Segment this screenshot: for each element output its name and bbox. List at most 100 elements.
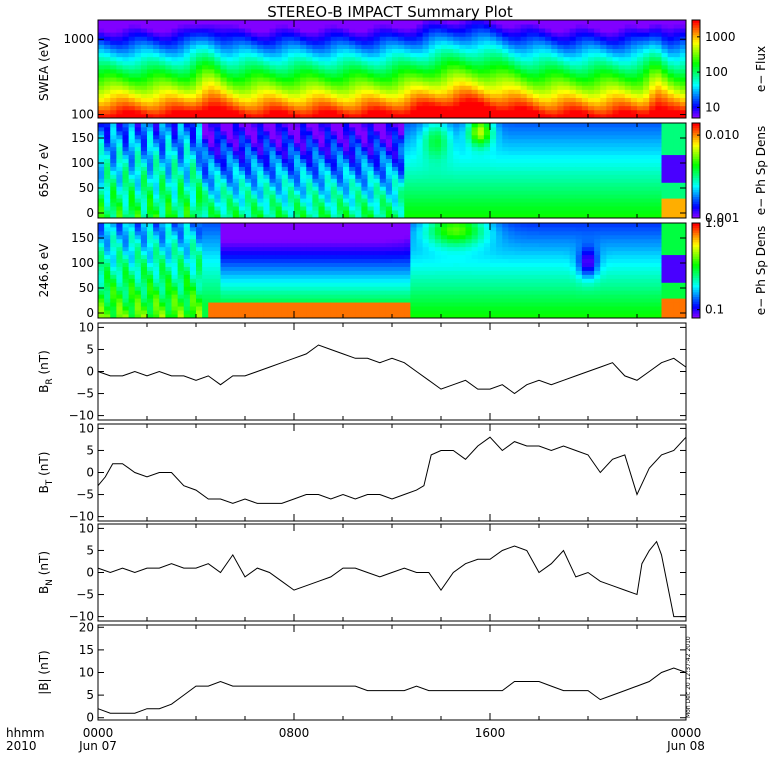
heat-cell — [245, 214, 252, 219]
heat-cell — [483, 182, 491, 187]
heat-cell — [416, 32, 424, 37]
heat-cell — [220, 126, 228, 132]
heat-cell — [232, 60, 240, 66]
heat-cell — [245, 154, 252, 160]
heat-cell — [171, 85, 179, 90]
heat-cell — [655, 89, 662, 94]
heat-cell — [349, 166, 356, 171]
heat-cell — [226, 24, 234, 29]
heat-cell — [171, 210, 179, 215]
heat-cell — [575, 81, 583, 86]
heat-cell — [581, 146, 589, 152]
heat-cell — [104, 254, 111, 260]
heat-cell — [238, 48, 246, 54]
heat-cell — [134, 48, 142, 54]
heat-cell — [214, 113, 221, 119]
heat-cell — [545, 190, 552, 195]
heat-cell — [232, 178, 240, 183]
colorbar-step — [692, 156, 700, 160]
heat-cell — [220, 154, 228, 160]
heat-cell — [275, 182, 283, 187]
heat-cell — [140, 258, 148, 263]
heat-cell — [281, 142, 289, 148]
heat-cell — [98, 258, 105, 263]
heat-cell — [410, 162, 417, 167]
heat-cell — [318, 24, 326, 29]
heat-cell — [422, 113, 430, 119]
heat-cell — [379, 69, 387, 74]
heat-cell — [134, 158, 142, 163]
colorbar-step — [692, 73, 700, 77]
heat-cell — [447, 134, 454, 140]
heat-cell — [483, 198, 491, 203]
heat-cell — [441, 150, 448, 156]
heat-cell — [465, 36, 473, 41]
heat-cell — [539, 81, 546, 86]
heat-cell — [422, 32, 430, 37]
heat-cell — [343, 142, 350, 148]
heat-cell — [134, 282, 142, 287]
heat-cell — [563, 113, 571, 119]
heat-cell — [496, 126, 503, 132]
heat-cell — [416, 123, 424, 128]
heat-cell — [98, 250, 105, 256]
heat-cell — [588, 101, 595, 107]
heat-cell — [447, 166, 454, 171]
heat-cell — [490, 170, 497, 175]
heat-cell — [177, 73, 185, 78]
heat-cell — [98, 40, 105, 45]
heat-cell — [306, 214, 313, 219]
heat-cell — [453, 77, 460, 82]
heat-cell — [410, 77, 417, 82]
heat-cell — [159, 24, 166, 29]
heat-cell — [496, 138, 503, 144]
heat-cell — [441, 73, 448, 78]
heat-cell — [134, 154, 142, 160]
heat-cell — [643, 69, 650, 74]
heat-cell — [232, 105, 240, 111]
heat-cell — [373, 40, 381, 45]
heat-cell — [202, 142, 209, 148]
heat-cell — [569, 77, 577, 82]
heat-cell — [196, 64, 203, 70]
heat-cell — [514, 162, 522, 167]
heat-cell — [416, 138, 424, 144]
heat-cell — [526, 146, 534, 152]
heat-cell — [104, 294, 111, 299]
heat-cell — [385, 81, 393, 86]
heat-cell — [147, 40, 154, 45]
heat-cell — [404, 20, 411, 25]
heat-cell — [226, 32, 234, 37]
heat-cell — [679, 101, 687, 107]
heat-cell — [630, 56, 638, 62]
heat-cell — [110, 126, 117, 132]
heat-cell — [661, 32, 669, 37]
heat-cell — [343, 60, 350, 66]
heat-cell — [661, 60, 669, 66]
heat-cell — [637, 146, 644, 152]
heat-cell — [373, 105, 381, 111]
heat-cell — [508, 77, 515, 82]
heat-cell — [177, 77, 185, 82]
heat-cell — [545, 69, 552, 74]
heat-cell — [343, 166, 350, 171]
heat-cell — [312, 162, 319, 167]
heat-cell — [183, 97, 191, 103]
heat-cell — [98, 170, 105, 175]
heat-cell — [563, 194, 571, 199]
heat-cell — [532, 113, 540, 119]
heat-cell — [661, 52, 669, 58]
heat-cell — [257, 134, 264, 140]
heat-cell — [349, 69, 356, 74]
heat-cell — [428, 206, 436, 211]
heat-cell — [165, 158, 172, 163]
heat-cell — [569, 186, 577, 191]
heat-cell — [434, 178, 442, 183]
heat-cell — [355, 198, 362, 203]
heat-cell — [404, 32, 411, 37]
heat-cell — [637, 36, 644, 41]
heat-cell — [159, 142, 166, 148]
heat-cell — [281, 202, 289, 207]
heat-cell — [673, 28, 681, 33]
colorbar-step — [692, 59, 700, 63]
